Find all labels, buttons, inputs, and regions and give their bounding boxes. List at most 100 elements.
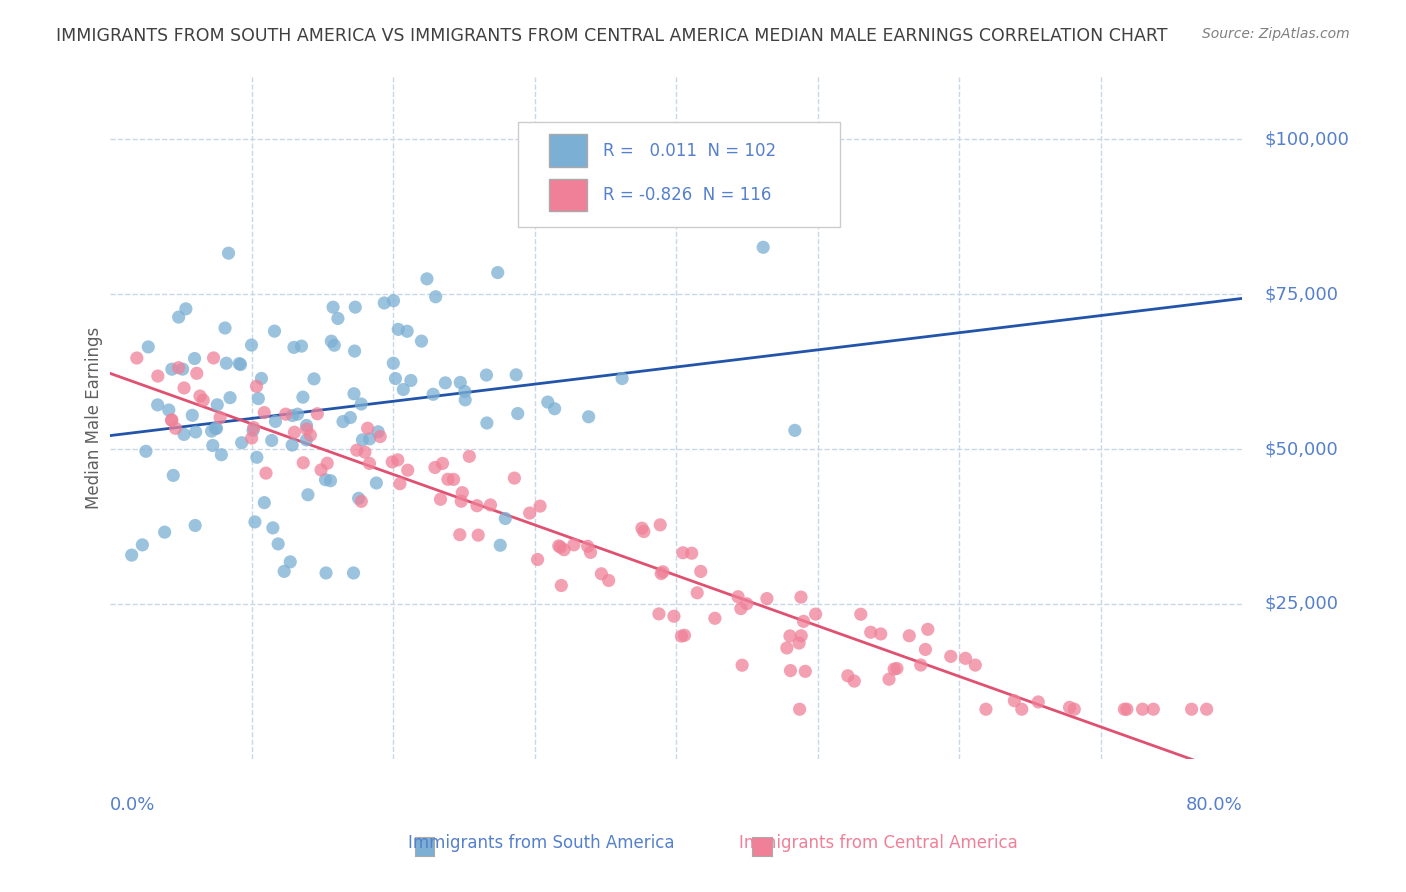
Point — [883, 662, 905, 676]
Point — [434, 376, 457, 390]
Point — [162, 468, 184, 483]
Point — [315, 473, 337, 487]
Point — [529, 499, 551, 513]
Point — [146, 369, 169, 384]
Point — [209, 448, 232, 462]
Point — [1026, 695, 1049, 709]
Point — [125, 351, 148, 365]
Point — [181, 409, 204, 423]
Point — [384, 371, 406, 385]
Point — [965, 658, 987, 673]
Point — [344, 300, 367, 314]
Point — [267, 537, 290, 551]
Point — [326, 311, 349, 326]
Point — [240, 431, 263, 445]
Point — [263, 324, 285, 338]
Point — [437, 472, 460, 486]
Point — [253, 406, 276, 420]
Point — [1142, 702, 1164, 716]
Point — [576, 539, 599, 553]
Point — [804, 607, 827, 621]
Point — [231, 435, 253, 450]
Point — [910, 658, 932, 673]
Point — [153, 525, 176, 540]
Point — [429, 492, 451, 507]
Point — [200, 424, 222, 438]
Point — [673, 628, 696, 642]
Point — [316, 456, 339, 470]
Point — [526, 552, 548, 566]
Point — [290, 339, 312, 353]
Point — [352, 433, 374, 447]
Point — [209, 410, 232, 425]
Point — [131, 538, 153, 552]
Point — [273, 565, 295, 579]
Point — [399, 374, 422, 388]
Point — [869, 627, 891, 641]
Point — [204, 421, 226, 435]
Point — [547, 539, 569, 553]
Text: R =   0.011  N = 102: R = 0.011 N = 102 — [603, 142, 776, 160]
Point — [184, 518, 207, 533]
Point — [793, 615, 815, 629]
Point — [633, 524, 655, 539]
Point — [489, 538, 512, 552]
Point — [228, 357, 250, 371]
Point — [381, 455, 404, 469]
Text: $25,000: $25,000 — [1265, 595, 1339, 613]
Point — [562, 538, 585, 552]
Point — [356, 421, 378, 435]
Point — [591, 566, 613, 581]
Point — [343, 386, 366, 401]
Point — [505, 368, 527, 382]
Point — [173, 427, 195, 442]
Point — [219, 391, 242, 405]
Point — [186, 367, 208, 381]
Point — [631, 521, 654, 535]
Point — [274, 407, 297, 421]
Point — [755, 591, 778, 606]
Point — [121, 548, 143, 562]
Point — [387, 453, 409, 467]
Point — [184, 425, 207, 439]
Point — [550, 540, 572, 554]
Point — [160, 362, 183, 376]
Point — [449, 376, 471, 390]
Point — [167, 360, 190, 375]
Point — [1059, 700, 1081, 714]
Point — [837, 669, 859, 683]
Point — [299, 428, 322, 442]
Point — [205, 421, 228, 435]
Point — [135, 444, 157, 458]
Text: $50,000: $50,000 — [1265, 440, 1339, 458]
Text: Immigrants from South America: Immigrants from South America — [408, 834, 675, 852]
Point — [174, 301, 197, 316]
Point — [454, 392, 477, 407]
Point — [681, 546, 703, 560]
Point — [165, 421, 187, 435]
Point — [242, 424, 264, 438]
Point — [730, 601, 752, 615]
Point — [215, 356, 238, 370]
Point — [458, 450, 481, 464]
Point — [243, 515, 266, 529]
Point — [246, 450, 269, 465]
Point — [610, 371, 633, 385]
Point — [183, 351, 205, 366]
Point — [193, 393, 215, 408]
Point — [550, 578, 572, 592]
Point — [297, 488, 319, 502]
Point — [598, 574, 620, 588]
Point — [323, 338, 346, 352]
Point — [790, 590, 813, 604]
Point — [157, 403, 180, 417]
Text: 80.0%: 80.0% — [1185, 797, 1241, 814]
Point — [287, 407, 309, 421]
Point — [264, 414, 287, 428]
Point — [281, 438, 304, 452]
Point — [302, 372, 325, 386]
Point — [939, 649, 962, 664]
Point — [432, 457, 454, 471]
Point — [844, 674, 866, 689]
Point — [387, 322, 409, 336]
